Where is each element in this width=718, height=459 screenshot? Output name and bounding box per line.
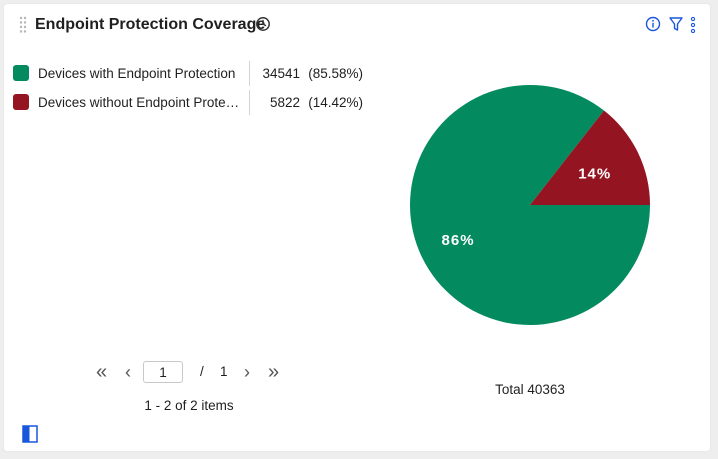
pie-slice-with-protection[interactable] (410, 84, 650, 325)
items-count: 1 - 2 of 2 items (144, 398, 234, 413)
legend-value: 5822 (269, 95, 300, 110)
widget-card: Endpoint Protection Coverage Devices wit… (4, 4, 710, 451)
pie-slice-without-protection[interactable] (530, 110, 650, 205)
chart-total: Total 40363 (495, 382, 565, 397)
legend-item[interactable]: Devices without Endpoint Protection 5822… (13, 90, 363, 119)
legend-percent: (14.42%) (308, 95, 363, 110)
more-vertical-icon[interactable] (690, 16, 696, 34)
page-separator: / (200, 364, 204, 379)
filter-icon[interactable] (669, 16, 683, 32)
last-page-button[interactable]: » (268, 361, 280, 383)
legend-swatch-with (13, 65, 29, 81)
chart-legend: Devices with Endpoint Protection 34541 (… (13, 61, 363, 119)
widget-title: Endpoint Protection Coverage (35, 16, 266, 33)
legend-divider (249, 61, 250, 86)
clock-icon (256, 17, 270, 31)
legend-divider (249, 90, 250, 115)
panel-toggle-icon[interactable] (22, 425, 38, 443)
legend-label: Devices without Endpoint Protection (38, 95, 244, 110)
legend-percent: (85.58%) (308, 66, 363, 81)
pie-chart: 86% 14% (410, 84, 650, 325)
pagination: « ‹ / 1 › » (92, 358, 292, 386)
legend-item[interactable]: Devices with Endpoint Protection 34541 (… (13, 61, 363, 90)
pie-slice-label: 86% (442, 232, 475, 249)
first-page-button[interactable]: « (96, 361, 108, 383)
info-icon[interactable] (645, 16, 661, 32)
drag-handle-icon[interactable] (19, 16, 27, 34)
legend-label: Devices with Endpoint Protection (38, 66, 236, 81)
legend-swatch-without (13, 94, 29, 110)
pie-slice-label: 14% (578, 165, 611, 182)
page-number-input[interactable] (143, 361, 183, 383)
legend-value: 34541 (262, 66, 300, 81)
total-pages: 1 (220, 364, 228, 379)
prev-page-button[interactable]: ‹ (125, 362, 131, 382)
next-page-button[interactable]: › (244, 362, 250, 382)
